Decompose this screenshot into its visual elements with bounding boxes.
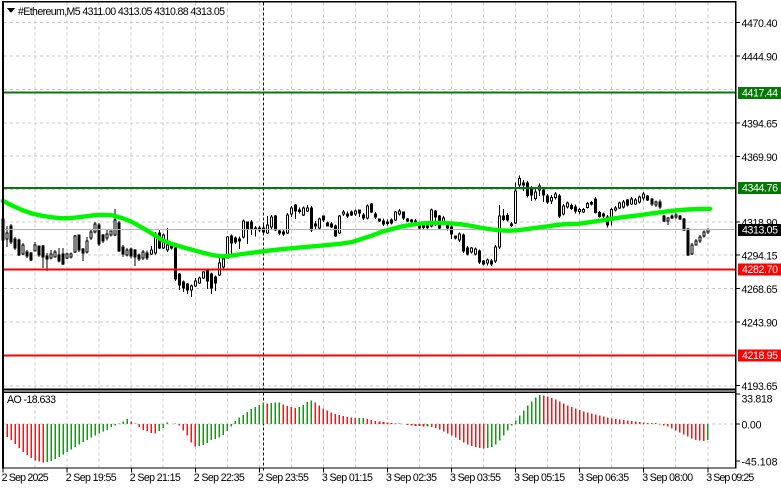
svg-text:3 Sep 06:35: 3 Sep 06:35 [578, 472, 629, 484]
svg-text:3 Sep 02:35: 3 Sep 02:35 [386, 472, 437, 484]
svg-text:4268.65: 4268.65 [742, 284, 778, 296]
svg-text:3 Sep 08:00: 3 Sep 08:00 [642, 472, 693, 484]
svg-text:3 Sep 09:25: 3 Sep 09:25 [706, 472, 754, 484]
svg-text:4394.65: 4394.65 [742, 119, 778, 131]
svg-text:2 Sep 21:15: 2 Sep 21:15 [130, 472, 181, 484]
svg-text:2 Sep 2025: 2 Sep 2025 [2, 472, 49, 484]
svg-text:2 Sep 23:55: 2 Sep 23:55 [258, 472, 309, 484]
svg-text:4218.95: 4218.95 [742, 350, 778, 362]
svg-text:4294.15: 4294.15 [742, 251, 778, 263]
svg-text:4313.05: 4313.05 [742, 225, 778, 237]
svg-text:4369.90: 4369.90 [742, 152, 778, 164]
svg-text:3 Sep 03:55: 3 Sep 03:55 [450, 472, 501, 484]
svg-text:-45.108: -45.108 [742, 456, 778, 468]
svg-text:2 Sep 19:55: 2 Sep 19:55 [66, 472, 117, 484]
svg-text:AO -18.633: AO -18.633 [7, 394, 56, 406]
svg-text:4444.90: 4444.90 [742, 52, 778, 64]
svg-text:4282.70: 4282.70 [742, 264, 778, 276]
svg-text:4193.65: 4193.65 [742, 381, 778, 393]
svg-text:4344.76: 4344.76 [742, 183, 778, 195]
svg-text:0.00: 0.00 [742, 420, 762, 432]
svg-text:4243.90: 4243.90 [742, 318, 778, 330]
svg-text:#Ethereum,M5 4311.00 4313.05: #Ethereum,M5 4311.00 4313.05 4310.88 431… [18, 6, 225, 18]
svg-text:4417.44: 4417.44 [742, 88, 778, 100]
svg-text:33.818: 33.818 [742, 394, 773, 406]
svg-text:2 Sep 22:35: 2 Sep 22:35 [194, 472, 245, 484]
svg-text:3 Sep 01:15: 3 Sep 01:15 [322, 472, 373, 484]
svg-text:4470.40: 4470.40 [742, 18, 778, 30]
svg-text:3 Sep 05:15: 3 Sep 05:15 [514, 472, 565, 484]
